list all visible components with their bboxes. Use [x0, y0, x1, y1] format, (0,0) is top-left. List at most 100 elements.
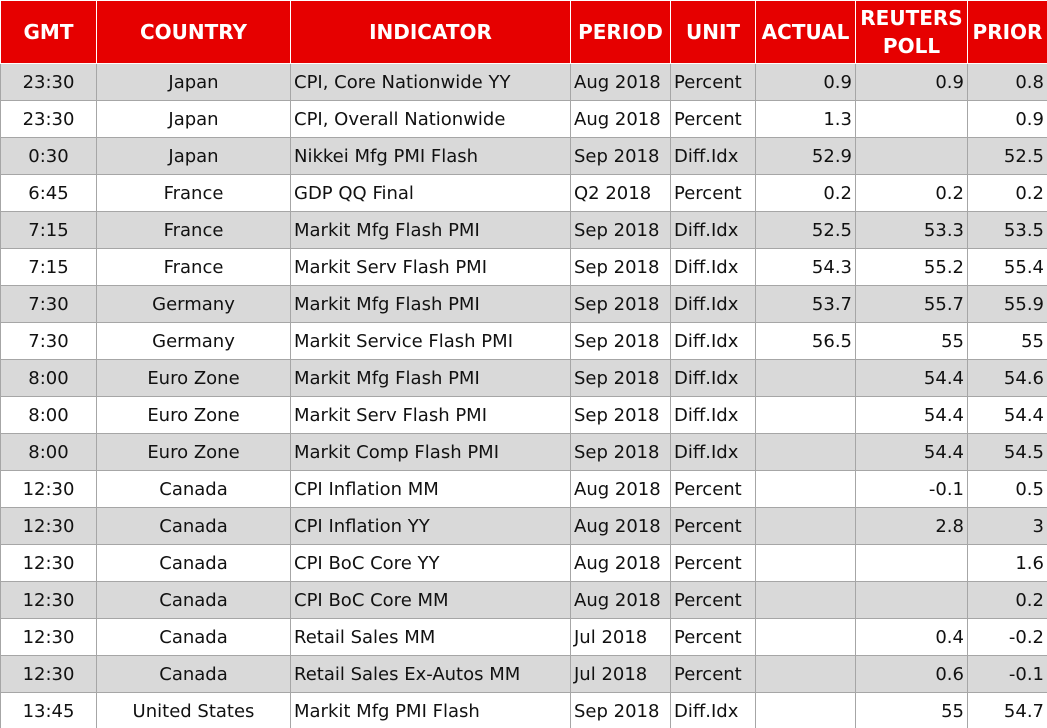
table-cell: 52.5: [967, 137, 1047, 175]
table-cell: Canada: [96, 655, 291, 693]
table-cell: 54.7: [967, 692, 1047, 728]
table-cell: Markit Service Flash PMI: [290, 322, 571, 360]
table-cell: Euro Zone: [96, 396, 291, 434]
table-cell: Retail Sales MM: [290, 618, 571, 656]
column-header: GMT: [0, 0, 97, 64]
table-cell: Diff.Idx: [670, 692, 756, 728]
table-cell: Retail Sales Ex-Autos MM: [290, 655, 571, 693]
table-cell: 0.2: [967, 581, 1047, 619]
table-body: 23:30 Japan CPI, Core Nationwide YY Aug 201…: [0, 63, 1047, 728]
table-cell: 55.9: [967, 285, 1047, 323]
table-cell: CPI BoC Core MM: [290, 581, 571, 619]
table-cell: 52.9: [755, 137, 856, 175]
table-cell: 53.7: [755, 285, 856, 323]
table-row: 12:30 Canada CPI BoC Core YY Aug 2018 Percen…: [0, 544, 1047, 582]
table-cell: [855, 137, 968, 175]
table-cell: [855, 544, 968, 582]
table-row: 0:30 Japan Nikkei Mfg PMI Flash Sep 2018 Dif…: [0, 137, 1047, 175]
table-cell: 23:30: [0, 100, 97, 138]
table-cell: Germany: [96, 285, 291, 323]
table-cell: 0.2: [855, 174, 968, 212]
table-cell: Canada: [96, 618, 291, 656]
table-cell: 0.2: [967, 174, 1047, 212]
table-cell: GDP QQ Final: [290, 174, 571, 212]
table-row: 12:30 Canada CPI BoC Core MM Aug 2018 Percen…: [0, 581, 1047, 619]
table-row: 7:30 Germany Markit Service Flash PMI Sep 2…: [0, 322, 1047, 360]
table-cell: Canada: [96, 470, 291, 508]
table-cell: Euro Zone: [96, 359, 291, 397]
table-cell: CPI BoC Core YY: [290, 544, 571, 582]
table-cell: 52.5: [755, 211, 856, 249]
table-row: 12:30 Canada Retail Sales MM Jul 2018 Percen…: [0, 618, 1047, 656]
table-cell: 55.4: [967, 248, 1047, 286]
table-cell: 7:30: [0, 322, 97, 360]
table-cell: 0.4: [855, 618, 968, 656]
table-cell: -0.1: [855, 470, 968, 508]
table-cell: 0.2: [755, 174, 856, 212]
table-row: 8:00 Euro Zone Markit Comp Flash PMI Sep 20…: [0, 433, 1047, 471]
table-cell: [755, 692, 856, 728]
table-cell: [755, 618, 856, 656]
table-cell: France: [96, 211, 291, 249]
table-cell: Percent: [670, 63, 756, 101]
column-header: REUTERS POLL: [855, 0, 968, 64]
table-cell: 54.3: [755, 248, 856, 286]
table-cell: 1.3: [755, 100, 856, 138]
table-cell: [755, 433, 856, 471]
table-cell: -0.2: [967, 618, 1047, 656]
table-cell: [755, 655, 856, 693]
table-cell: 0.8: [967, 63, 1047, 101]
table-row: 8:00 Euro Zone Markit Mfg Flash PMI Sep 201…: [0, 359, 1047, 397]
header-row: GMT COUNTRY INDICATOR PERIOD UNIT ACTUAL REUTE…: [0, 0, 1047, 64]
table-row: 7:15 France Markit Mfg Flash PMI Sep 2018 Di…: [0, 211, 1047, 249]
table-cell: Japan: [96, 100, 291, 138]
table-row: 12:30 Canada CPI Inflation MM Aug 2018 Perce…: [0, 470, 1047, 508]
table-cell: 2.8: [855, 507, 968, 545]
table-cell: 0.9: [855, 63, 968, 101]
table-cell: Aug 2018: [570, 470, 671, 508]
table-cell: Markit Comp Flash PMI: [290, 433, 571, 471]
table-cell: Aug 2018: [570, 581, 671, 619]
table-cell: 6:45: [0, 174, 97, 212]
table-cell: United States: [96, 692, 291, 728]
table-cell: 54.5: [967, 433, 1047, 471]
column-header: ACTUAL: [755, 0, 856, 64]
table-cell: Aug 2018: [570, 63, 671, 101]
table-cell: Diff.Idx: [670, 137, 756, 175]
table-cell: 7:15: [0, 248, 97, 286]
table-cell: Percent: [670, 174, 756, 212]
table-cell: 54.4: [855, 359, 968, 397]
table-cell: Canada: [96, 507, 291, 545]
table-cell: Sep 2018: [570, 137, 671, 175]
table-cell: Aug 2018: [570, 100, 671, 138]
column-header: PRIOR: [967, 0, 1047, 64]
table-cell: Jul 2018: [570, 655, 671, 693]
table-cell: 8:00: [0, 433, 97, 471]
table-cell: 12:30: [0, 470, 97, 508]
table-cell: Markit Mfg Flash PMI: [290, 285, 571, 323]
table-cell: Sep 2018: [570, 692, 671, 728]
table-cell: 12:30: [0, 544, 97, 582]
table-cell: 8:00: [0, 359, 97, 397]
table-row: 23:30 Japan CPI, Core Nationwide YY Aug 201…: [0, 63, 1047, 101]
table-cell: 1.6: [967, 544, 1047, 582]
table-cell: 0:30: [0, 137, 97, 175]
table-cell: France: [96, 248, 291, 286]
table-cell: Sep 2018: [570, 322, 671, 360]
table-cell: Canada: [96, 581, 291, 619]
table-row: 8:00 Euro Zone Markit Serv Flash PMI Sep 20…: [0, 396, 1047, 434]
table-cell: [755, 470, 856, 508]
table-cell: Japan: [96, 63, 291, 101]
table-cell: Germany: [96, 322, 291, 360]
table-cell: CPI Inflation YY: [290, 507, 571, 545]
table-cell: [755, 396, 856, 434]
table-row: 7:15 France Markit Serv Flash PMI Sep 2018 D…: [0, 248, 1047, 286]
table-cell: 8:00: [0, 396, 97, 434]
table-cell: 3: [967, 507, 1047, 545]
table-row: 12:30 Canada CPI Inflation YY Aug 2018 Perce…: [0, 507, 1047, 545]
table-cell: -0.1: [967, 655, 1047, 693]
column-header: PERIOD: [570, 0, 671, 64]
table-cell: Sep 2018: [570, 248, 671, 286]
